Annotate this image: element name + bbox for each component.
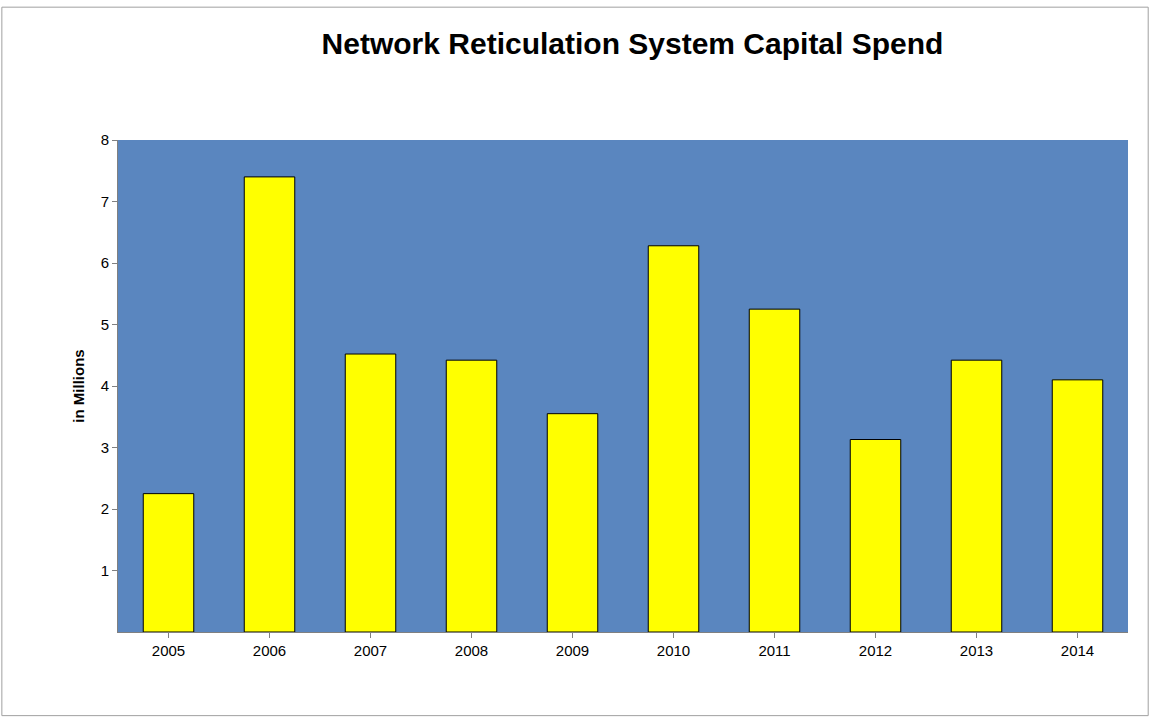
svg-text:2013: 2013 bbox=[960, 642, 993, 659]
svg-text:2014: 2014 bbox=[1061, 642, 1094, 659]
svg-text:3: 3 bbox=[101, 439, 109, 456]
svg-text:4: 4 bbox=[101, 377, 109, 394]
svg-text:Network Reticulation System Ca: Network Reticulation System Capital Spen… bbox=[322, 27, 944, 60]
svg-text:2010: 2010 bbox=[657, 642, 690, 659]
svg-text:2009: 2009 bbox=[556, 642, 589, 659]
svg-text:5: 5 bbox=[101, 316, 109, 333]
svg-text:2012: 2012 bbox=[859, 642, 892, 659]
svg-text:7: 7 bbox=[101, 193, 109, 210]
svg-text:2011: 2011 bbox=[758, 642, 790, 659]
svg-text:2006: 2006 bbox=[253, 642, 286, 659]
svg-text:8: 8 bbox=[101, 131, 109, 148]
svg-text:2005: 2005 bbox=[152, 642, 185, 659]
svg-text:in Millions: in Millions bbox=[70, 349, 87, 422]
svg-text:2: 2 bbox=[101, 500, 109, 517]
svg-text:2007: 2007 bbox=[354, 642, 387, 659]
svg-text:1: 1 bbox=[101, 562, 109, 579]
svg-text:2008: 2008 bbox=[455, 642, 488, 659]
svg-text:6: 6 bbox=[101, 254, 109, 271]
